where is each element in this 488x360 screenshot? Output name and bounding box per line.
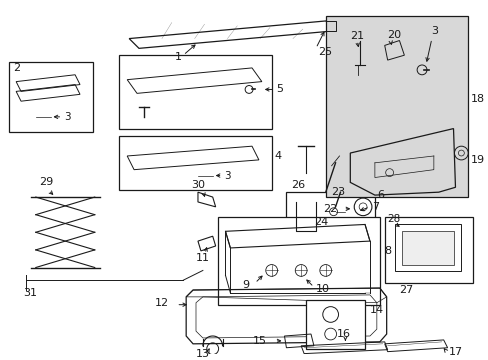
Bar (217, 217, 379, 305)
Text: 3: 3 (430, 26, 437, 36)
Text: 17: 17 (447, 347, 462, 357)
Text: 9: 9 (242, 280, 248, 290)
Text: 30: 30 (191, 180, 204, 190)
Text: 14: 14 (369, 305, 383, 315)
Text: 3: 3 (224, 171, 231, 181)
Text: 12: 12 (154, 298, 168, 308)
Text: 28: 28 (387, 213, 400, 224)
Bar (119, 136, 271, 190)
Text: 1: 1 (174, 52, 182, 62)
Bar (402, 231, 452, 265)
Bar (384, 217, 472, 283)
Bar (305, 300, 365, 349)
Text: 20: 20 (386, 30, 400, 40)
Text: 18: 18 (470, 94, 484, 104)
Text: 10: 10 (315, 284, 329, 294)
Text: 31: 31 (23, 288, 37, 298)
Text: 2: 2 (13, 63, 20, 73)
Text: 3: 3 (64, 112, 71, 122)
Text: 29: 29 (39, 177, 53, 188)
Text: 13: 13 (196, 348, 209, 359)
Text: 4: 4 (274, 151, 281, 161)
Bar (119, 55, 271, 129)
Text: 23: 23 (330, 187, 344, 197)
Text: 21: 21 (349, 31, 364, 41)
Text: 27: 27 (399, 285, 413, 295)
Text: 6: 6 (376, 190, 383, 200)
Text: 22: 22 (323, 204, 337, 214)
Bar (325, 16, 468, 197)
Text: 15: 15 (252, 336, 266, 346)
Text: 25: 25 (317, 47, 331, 57)
Text: 5: 5 (276, 85, 283, 94)
Text: 8: 8 (384, 246, 391, 256)
Bar (286, 192, 374, 241)
Text: 26: 26 (291, 180, 305, 190)
Text: 11: 11 (196, 253, 209, 263)
Text: 24: 24 (313, 216, 327, 226)
Text: 7: 7 (371, 202, 378, 212)
Bar (9, 62, 93, 132)
Text: 16: 16 (336, 329, 350, 339)
Bar (394, 225, 460, 271)
Text: 19: 19 (470, 155, 484, 165)
